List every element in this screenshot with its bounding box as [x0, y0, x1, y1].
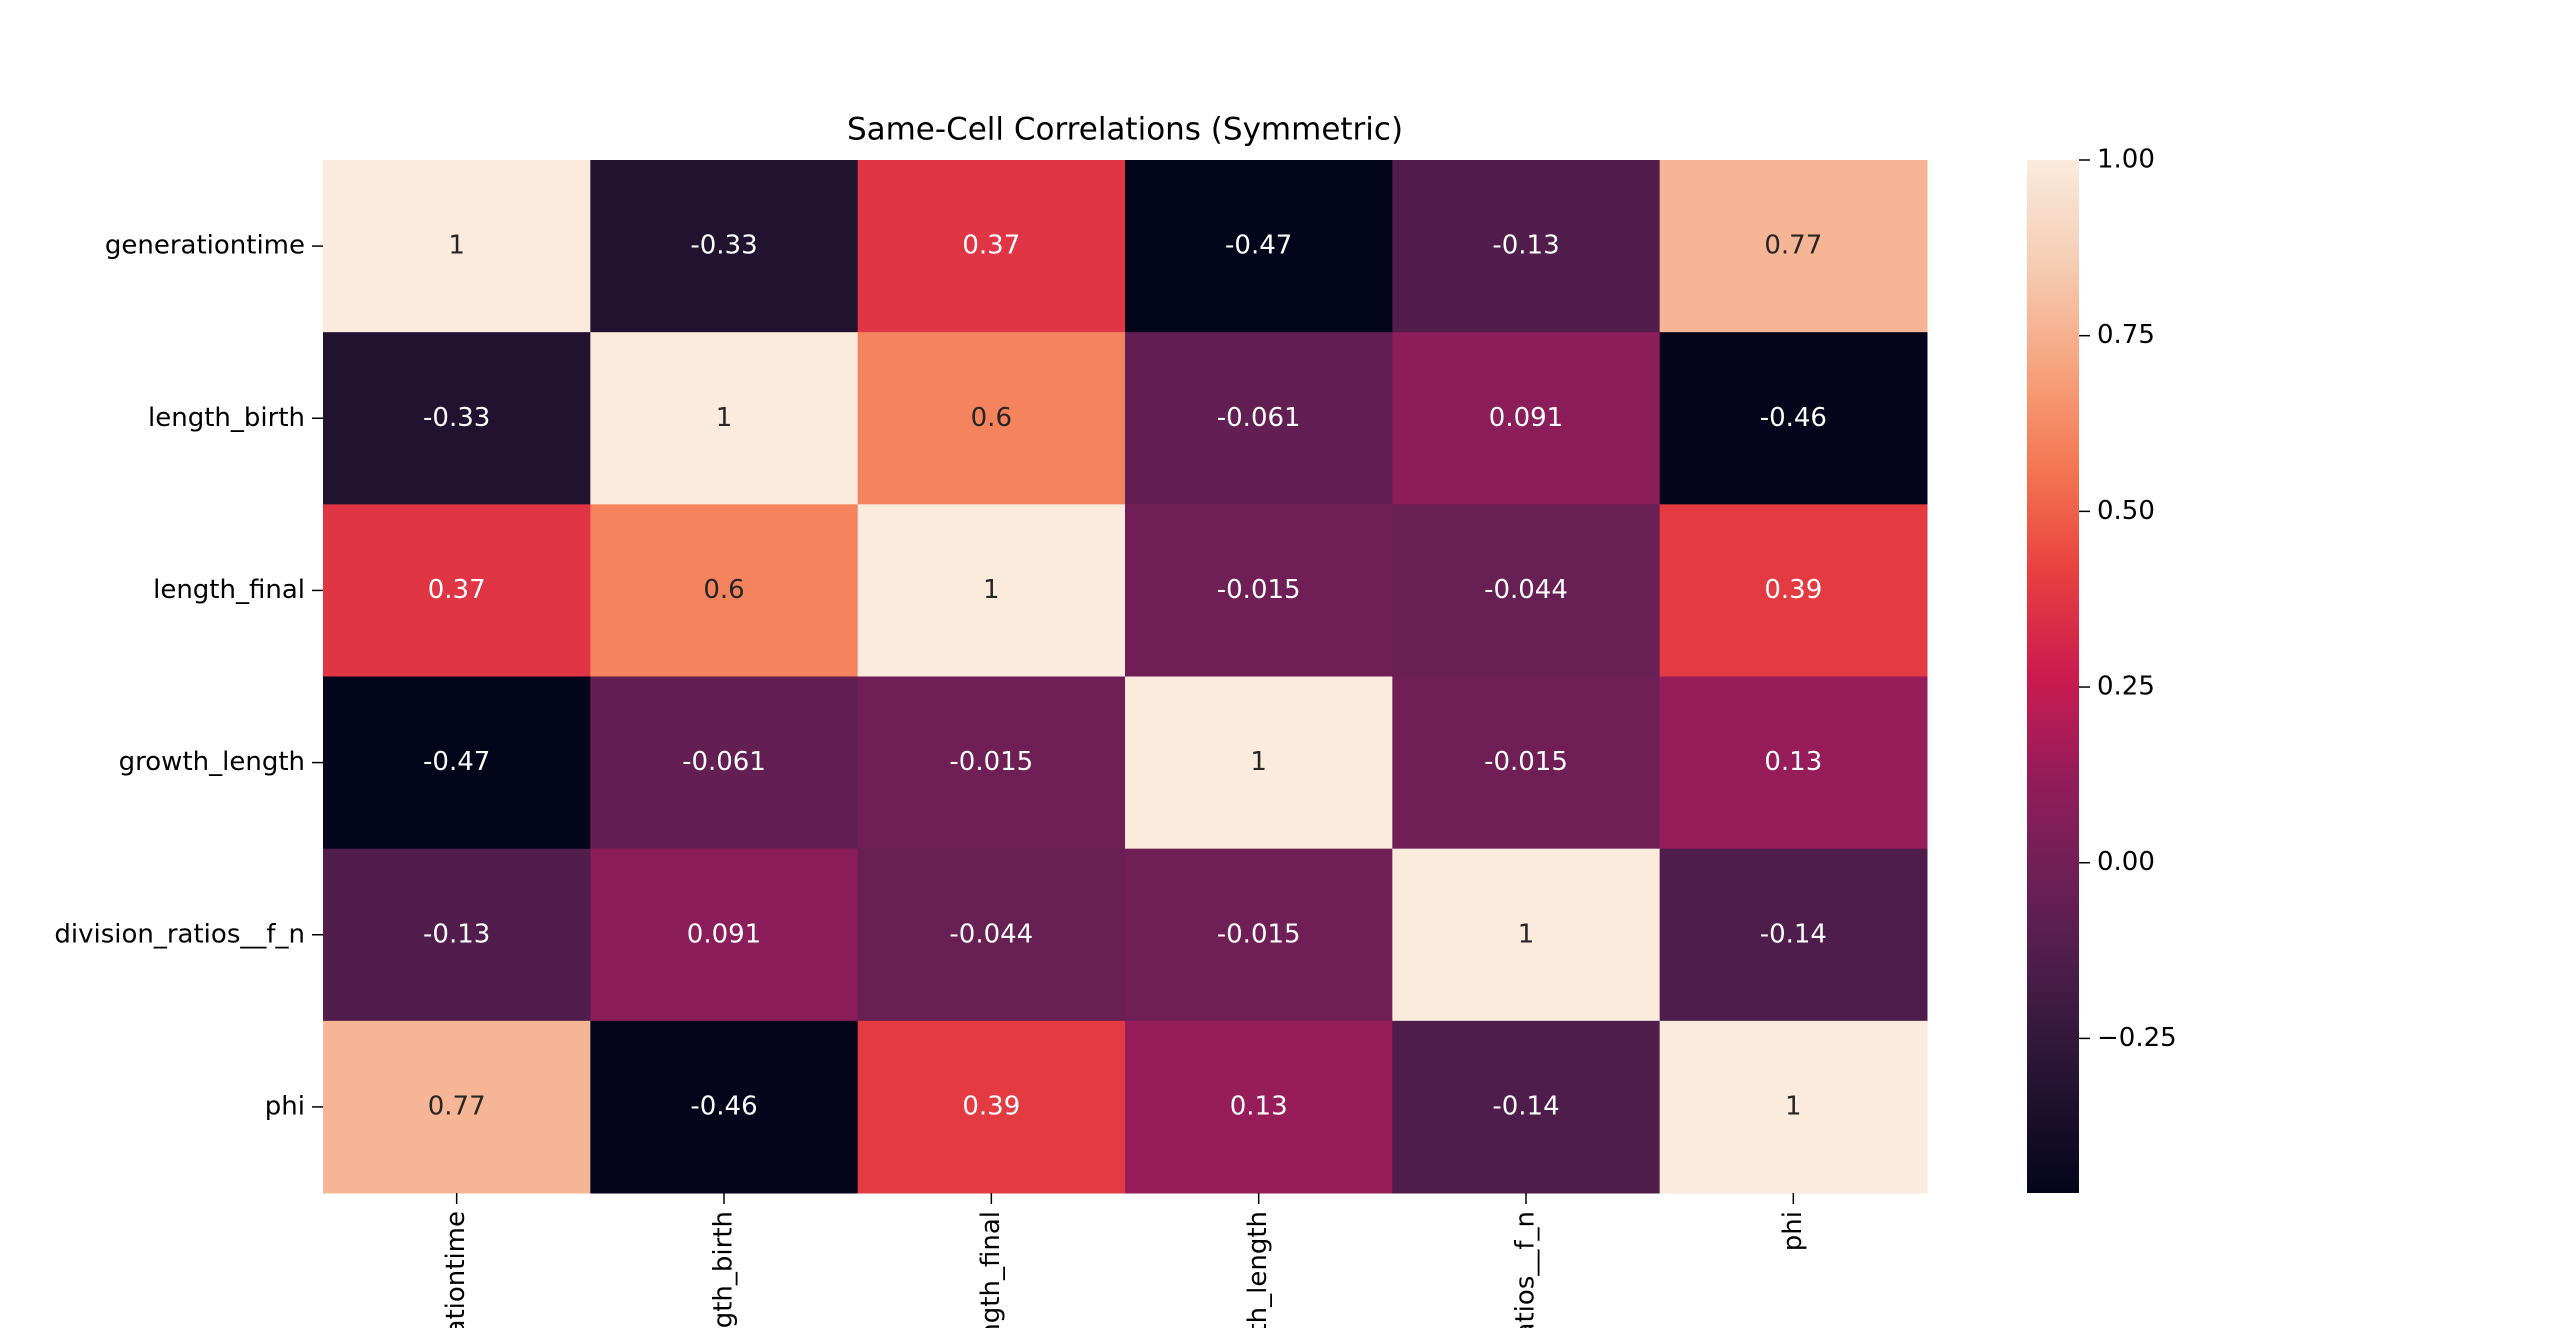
cell-label: 0.13 — [1230, 1091, 1288, 1121]
colorbar-tick-label: 0.25 — [2097, 672, 2155, 702]
heatmap-cell — [1125, 676, 1393, 850]
cell-label: 1 — [1250, 747, 1267, 777]
cell-label: -0.13 — [1492, 231, 1559, 261]
heatmap-cell — [1392, 332, 1661, 505]
cell-label: 0.091 — [687, 919, 761, 949]
colorbar-tick-label: 0.50 — [2097, 496, 2155, 526]
cell-label: 1 — [1785, 1091, 1802, 1121]
cell-label: -0.47 — [1225, 231, 1292, 261]
cell-label: -0.14 — [1760, 919, 1827, 949]
heatmap-cell — [1125, 504, 1393, 677]
heatmap-cell — [1659, 676, 1928, 850]
heatmap-cell — [590, 504, 859, 677]
heatmap-cell — [1659, 848, 1928, 1022]
x-tick-label: growth_length — [1243, 1211, 1273, 1328]
cell-label: 1 — [448, 231, 465, 261]
heatmap-cell — [1392, 160, 1661, 333]
x-tick-label: length_birth — [709, 1211, 739, 1328]
cell-label: 0.37 — [428, 575, 486, 605]
cell-label: -0.015 — [1484, 747, 1568, 777]
colorbar — [2027, 160, 2079, 1193]
x-tick-label: generationtime — [441, 1211, 471, 1328]
heatmap-cell — [1125, 332, 1393, 505]
heatmap-cell — [323, 676, 591, 850]
cell-label: -0.044 — [949, 919, 1033, 949]
heatmap-cell — [323, 332, 591, 505]
cell-label: -0.14 — [1492, 1091, 1559, 1121]
heatmap-cell — [857, 160, 1126, 333]
cell-label: -0.13 — [423, 919, 490, 949]
colorbar-tick-label: 0.00 — [2097, 847, 2155, 877]
cell-label: -0.015 — [1217, 919, 1301, 949]
cell-label: 1 — [716, 403, 733, 433]
heatmap-cell — [590, 160, 859, 333]
cell-label: -0.015 — [949, 747, 1033, 777]
heatmap-cell — [323, 848, 591, 1022]
cell-label: 0.77 — [1764, 231, 1822, 261]
cell-label: -0.46 — [1760, 403, 1827, 433]
heatmap-cell — [857, 332, 1126, 505]
cell-label: 0.37 — [962, 231, 1020, 261]
cell-label: -0.46 — [690, 1091, 757, 1121]
y-tick-label: generationtime — [105, 231, 305, 261]
heatmap-cell — [590, 848, 859, 1022]
y-tick-label: length_final — [153, 575, 305, 605]
cell-label: 0.39 — [1764, 575, 1822, 605]
heatmap-cell — [857, 1020, 1126, 1194]
x-tick-label: length_final — [976, 1211, 1006, 1328]
heatmap-cell — [1392, 848, 1661, 1022]
heatmap-cell — [1125, 1020, 1393, 1194]
heatmap-cell — [323, 1020, 591, 1194]
heatmap-cell — [857, 676, 1126, 850]
y-tick-label: length_birth — [148, 403, 305, 433]
heatmap-cell — [590, 676, 859, 850]
heatmap-cell — [590, 1020, 859, 1194]
cell-label: 0.13 — [1764, 747, 1822, 777]
cell-label: -0.044 — [1484, 575, 1568, 605]
cell-label: -0.061 — [1217, 403, 1301, 433]
heatmap-cell — [590, 332, 859, 505]
colorbar-tick-label: 0.75 — [2097, 320, 2155, 350]
heatmap-cell — [1659, 504, 1928, 677]
cell-label: -0.015 — [1217, 575, 1301, 605]
cell-label: 0.091 — [1489, 403, 1563, 433]
heatmap-cell — [1659, 160, 1928, 333]
cell-label: 1 — [983, 575, 1000, 605]
x-tick-label: division_ratios__f_n — [1511, 1211, 1541, 1328]
cell-label: 0.39 — [962, 1091, 1020, 1121]
heatmap-cell — [1125, 848, 1393, 1022]
cell-label: 1 — [1518, 919, 1535, 949]
cell-label: 0.77 — [428, 1091, 486, 1121]
cell-label: -0.33 — [690, 231, 757, 261]
cell-label: -0.061 — [682, 747, 766, 777]
cell-label: -0.47 — [423, 747, 490, 777]
heatmap-cell — [323, 160, 591, 333]
heatmap-cell — [323, 504, 591, 677]
heatmap-cell — [857, 848, 1126, 1022]
heatmap-cell — [1392, 676, 1661, 850]
heatmap-cell — [1392, 1020, 1661, 1194]
chart-title: Same-Cell Correlations (Symmetric) — [847, 112, 1403, 148]
heatmap-cell — [1659, 332, 1928, 505]
x-tick-label: phi — [1778, 1211, 1808, 1251]
cell-label: 0.6 — [703, 575, 744, 605]
colorbar-tick-label: −0.25 — [2097, 1023, 2177, 1053]
y-tick-label: phi — [265, 1091, 305, 1121]
heatmap-cell — [1125, 160, 1393, 333]
cell-label: 0.6 — [971, 403, 1012, 433]
y-tick-label: growth_length — [119, 747, 305, 777]
y-tick-label: division_ratios__f_n — [54, 919, 305, 949]
colorbar-tick-label: 1.00 — [2097, 145, 2155, 175]
heatmap-cell — [1392, 504, 1661, 677]
heatmap-cell — [1659, 1020, 1928, 1194]
cell-label: -0.33 — [423, 403, 490, 433]
heatmap-cell — [857, 504, 1126, 677]
